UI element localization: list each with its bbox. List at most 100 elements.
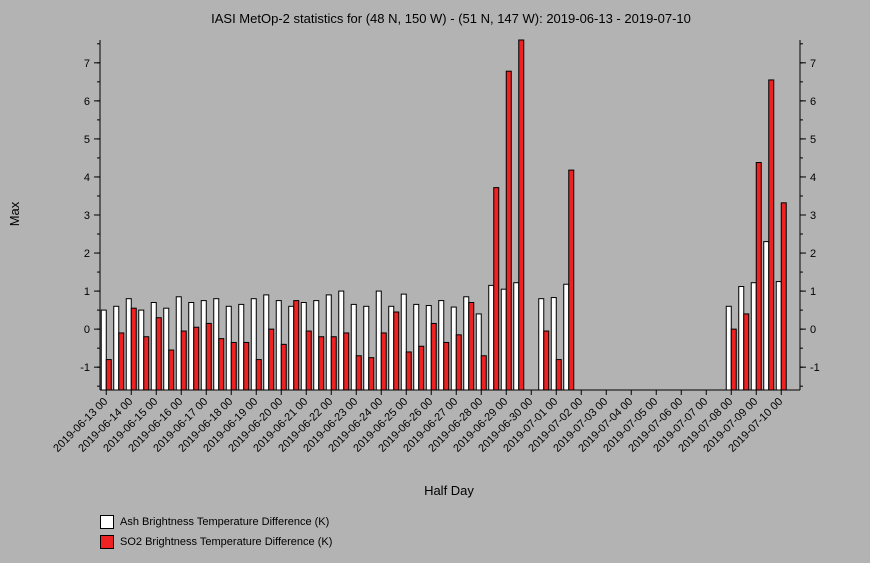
so2-bar bbox=[330, 336, 337, 391]
y-tick-label-right: -1 bbox=[810, 362, 820, 374]
ash-bar bbox=[363, 305, 370, 391]
so2-bar bbox=[168, 349, 175, 391]
ash-bar bbox=[113, 305, 120, 391]
ash-bar bbox=[388, 305, 395, 391]
y-tick-label-left: -1 bbox=[80, 362, 90, 374]
so2-bar bbox=[443, 341, 450, 391]
so2-bar bbox=[243, 341, 250, 391]
so2-bar bbox=[380, 332, 387, 391]
ash-bar bbox=[513, 282, 520, 391]
so2-bar bbox=[780, 202, 787, 391]
so2-bar bbox=[343, 332, 350, 391]
y-tick-label-left: 1 bbox=[84, 286, 90, 298]
so2-bar bbox=[480, 355, 487, 391]
ash-bar bbox=[288, 305, 295, 391]
x-axis-title: Half Day bbox=[424, 483, 474, 498]
so2-bar bbox=[105, 359, 112, 391]
ash-bar bbox=[488, 284, 495, 391]
so2-bar bbox=[555, 359, 562, 391]
ash-bar bbox=[338, 290, 345, 391]
ash-bar bbox=[238, 303, 245, 391]
ash-bar bbox=[175, 296, 182, 391]
so2-bar bbox=[143, 336, 150, 391]
y-tick-label-right: 4 bbox=[810, 172, 816, 184]
so2-bar bbox=[755, 162, 762, 391]
y-tick-label-right: 2 bbox=[810, 248, 816, 260]
so2-bar bbox=[543, 330, 550, 391]
ash-bar bbox=[138, 309, 145, 391]
ash-bar bbox=[463, 296, 470, 391]
so2-bar bbox=[468, 302, 475, 391]
ash-bar bbox=[400, 293, 407, 391]
ash-bar bbox=[763, 241, 770, 391]
y-tick-label-left: 2 bbox=[84, 248, 90, 260]
so2-bar bbox=[730, 328, 737, 391]
ash-bar bbox=[150, 302, 157, 391]
ash-bar bbox=[500, 288, 507, 391]
legend: Ash Brightness Temperature Difference (K… bbox=[100, 512, 332, 552]
legend-swatch-so2 bbox=[100, 535, 114, 549]
so2-bar bbox=[255, 359, 262, 391]
y-tick-label-left: 5 bbox=[84, 134, 90, 146]
ash-bar bbox=[125, 298, 132, 391]
y-tick-label-right: 0 bbox=[810, 324, 816, 336]
ash-bar bbox=[438, 300, 445, 391]
bars bbox=[100, 39, 787, 391]
ash-bar bbox=[475, 313, 482, 391]
y-tick-label-right: 3 bbox=[810, 210, 816, 222]
ash-bar bbox=[188, 302, 195, 391]
ash-bar bbox=[538, 298, 545, 391]
ash-bar bbox=[775, 281, 782, 391]
ash-bar bbox=[313, 300, 320, 391]
so2-bar bbox=[180, 330, 187, 391]
so2-bar bbox=[118, 332, 125, 391]
y-axis-title: Max bbox=[7, 201, 22, 226]
ash-bar bbox=[263, 294, 270, 391]
ash-bar bbox=[250, 298, 257, 391]
so2-bar bbox=[518, 39, 525, 391]
so2-bar bbox=[305, 330, 312, 391]
so2-bar bbox=[280, 343, 287, 391]
ash-bar bbox=[325, 294, 332, 391]
ash-bar bbox=[725, 305, 732, 391]
ash-bar bbox=[225, 305, 232, 391]
legend-item-so2: SO2 Brightness Temperature Difference (K… bbox=[100, 532, 332, 552]
ash-bar bbox=[563, 283, 570, 391]
y-tick-label-right: 1 bbox=[810, 286, 816, 298]
ash-bar bbox=[550, 297, 557, 391]
ash-bar bbox=[425, 305, 432, 391]
ash-bar bbox=[450, 306, 457, 391]
so2-bar bbox=[230, 341, 237, 391]
ash-bar bbox=[100, 309, 107, 391]
ash-bar bbox=[275, 300, 282, 391]
so2-bar bbox=[218, 338, 225, 391]
so2-bar bbox=[130, 307, 137, 391]
so2-bar bbox=[355, 355, 362, 391]
y-tick-label-left: 6 bbox=[84, 96, 90, 108]
so2-bar bbox=[743, 313, 750, 391]
so2-bar bbox=[268, 328, 275, 391]
so2-bar bbox=[405, 351, 412, 391]
ash-bar bbox=[163, 307, 170, 391]
so2-bar bbox=[493, 187, 500, 391]
ash-bar bbox=[200, 300, 207, 391]
chart-title: IASI MetOp-2 statistics for (48 N, 150 W… bbox=[211, 11, 691, 26]
so2-bar bbox=[318, 336, 325, 391]
ash-bar bbox=[213, 298, 220, 391]
so2-bar bbox=[455, 334, 462, 391]
so2-bar bbox=[418, 345, 425, 391]
so2-bar bbox=[568, 169, 575, 391]
y-tick-label-left: 0 bbox=[84, 324, 90, 336]
y-tick-label-left: 7 bbox=[84, 58, 90, 70]
legend-label-ash: Ash Brightness Temperature Difference (K… bbox=[120, 516, 330, 528]
y-tick-label-left: 4 bbox=[84, 172, 90, 184]
legend-label-so2: SO2 Brightness Temperature Difference (K… bbox=[120, 536, 333, 548]
ash-bar bbox=[413, 303, 420, 391]
so2-bar bbox=[293, 300, 300, 391]
legend-swatch-ash bbox=[100, 515, 114, 529]
ash-bar bbox=[375, 290, 382, 391]
so2-bar bbox=[430, 322, 437, 391]
y-tick-label-right: 5 bbox=[810, 134, 816, 146]
